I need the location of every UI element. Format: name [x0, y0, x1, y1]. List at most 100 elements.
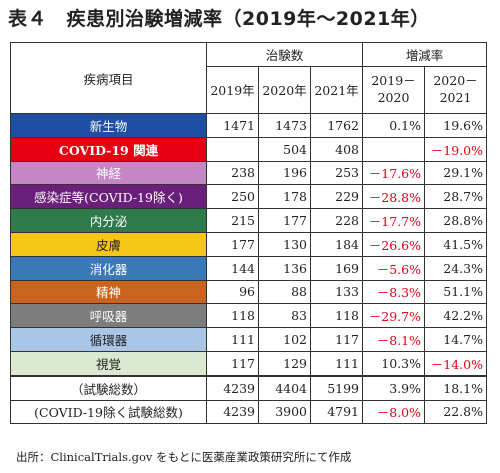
trial-count-cell: 118	[206, 303, 259, 329]
trial-count-cell: 1762	[310, 113, 363, 138]
trial-count-cell: 229	[310, 184, 363, 210]
disease-name: 消化器	[10, 255, 207, 281]
trial-count-cell	[206, 136, 259, 162]
trial-count-cell: 118	[310, 303, 363, 329]
change-rate-cell: 10.3%	[362, 350, 425, 377]
change-rate-cell: 28.8%	[424, 208, 487, 233]
trial-count-cell: 130	[258, 231, 311, 257]
trial-count-cell: 144	[206, 255, 259, 281]
disease-name: 精神	[10, 279, 207, 305]
change-rate-cell: 3.9%	[362, 374, 425, 401]
disease-name: 新生物	[10, 113, 207, 138]
trial-count-cell: 88	[258, 279, 311, 305]
trial-count-cell: 129	[258, 350, 311, 377]
trial-count-cell: 4404	[258, 374, 311, 401]
trial-count-cell: 215	[206, 208, 259, 233]
change-rate-cell: －17.6%	[362, 160, 425, 186]
disease-name: COVID-19 関連	[10, 136, 207, 162]
table-row: 視覚 117 129 111 10.3% －14.0%	[10, 350, 487, 377]
disease-name: 神経	[10, 160, 207, 186]
header-change-rate: 増減率	[362, 42, 487, 67]
table-row: 皮膚 177 130 184 －26.6% 41.5%	[10, 231, 487, 257]
header-year-2019: 2019年	[206, 65, 259, 115]
trial-count-cell: 178	[258, 184, 311, 210]
trial-count-cell: 4239	[206, 399, 259, 425]
trial-count-cell: 4239	[206, 374, 259, 401]
trial-count-cell: 117	[206, 350, 259, 377]
change-rate-cell: －8.0%	[362, 399, 425, 425]
change-rate-cell: －17.7%	[362, 208, 425, 233]
trial-count-cell: 504	[258, 136, 311, 162]
trial-count-cell: 83	[258, 303, 311, 329]
disease-name: (COVID-19除く試験総数)	[10, 399, 207, 425]
change-rate-cell: 14.7%	[424, 327, 487, 352]
table-row: 新生物 1471 1473 1762 0.1% 19.6%	[10, 113, 487, 138]
table-row: 精神 96 88 133 －8.3% 51.1%	[10, 279, 487, 305]
change-rate-cell: 41.5%	[424, 231, 487, 257]
page-title: 表４ 疾患別治験増減率（2019年～2021年）	[8, 8, 430, 30]
table-row: 感染症等(COVID-19除く) 250 178 229 －28.8% 28.7%	[10, 184, 487, 210]
table-row: 神経 238 196 253 －17.6% 29.1%	[10, 160, 487, 186]
trial-count-cell: 228	[310, 208, 363, 233]
trial-count-cell: 4791	[310, 399, 363, 425]
disease-name: 視覚	[10, 350, 207, 377]
trial-count-cell: 408	[310, 136, 363, 162]
change-rate-cell: －28.8%	[362, 184, 425, 210]
change-rate-cell: －8.1%	[362, 327, 425, 352]
trial-count-cell: 136	[258, 255, 311, 281]
change-rate-cell: 29.1%	[424, 160, 487, 186]
trial-count-cell: 111	[206, 327, 259, 352]
table-row: 呼吸器 118 83 118 －29.7% 42.2%	[10, 303, 487, 329]
header-year-2020: 2020年	[258, 65, 311, 115]
disease-name: （試験総数）	[10, 374, 207, 401]
change-rate-cell: 0.1%	[362, 113, 425, 138]
change-rate-cell: －8.3%	[362, 279, 425, 305]
trial-count-cell: 177	[206, 231, 259, 257]
trial-count-cell: 117	[310, 327, 363, 352]
table-row: 循環器 111 102 117 －8.1% 14.7%	[10, 327, 487, 352]
table-row: 内分泌 215 177 228 －17.7% 28.8%	[10, 208, 487, 233]
trial-count-cell: 250	[206, 184, 259, 210]
header-trial-count: 治験数	[206, 42, 363, 67]
change-rate-cell: 19.6%	[424, 113, 487, 138]
disease-name: 内分泌	[10, 208, 207, 233]
change-rate-cell: 42.2%	[424, 303, 487, 329]
trial-count-cell: 169	[310, 255, 363, 281]
source-note: 出所：ClinicalTrials.gov をもとに医薬産業政策研究所にて作成	[16, 450, 352, 464]
header-rate-2019-2020: 2019－ 2020	[362, 65, 425, 115]
trial-count-cell: 1473	[258, 113, 311, 138]
change-rate-cell: 18.1%	[424, 374, 487, 401]
trial-count-cell: 1471	[206, 113, 259, 138]
trial-count-cell: 253	[310, 160, 363, 186]
trial-count-cell: 111	[310, 350, 363, 377]
disease-name: 呼吸器	[10, 303, 207, 329]
total-row: （試験総数） 4239 4404 5199 3.9% 18.1%	[10, 374, 487, 401]
change-rate-cell: －19.0%	[424, 136, 487, 162]
trial-count-cell: 238	[206, 160, 259, 186]
header-rate-2020-2021: 2020－ 2021	[424, 65, 487, 115]
total-row: (COVID-19除く試験総数) 4239 3900 4791 －8.0% 22.8%	[10, 399, 487, 425]
change-rate-cell: －14.0%	[424, 350, 487, 377]
change-rate-cell: 51.1%	[424, 279, 487, 305]
change-rate-cell	[362, 136, 425, 162]
trial-count-cell: 3900	[258, 399, 311, 425]
trial-count-cell: 96	[206, 279, 259, 305]
trial-count-cell: 184	[310, 231, 363, 257]
trial-count-cell: 177	[258, 208, 311, 233]
header-year-2021: 2021年	[310, 65, 363, 115]
trial-count-cell: 5199	[310, 374, 363, 401]
change-rate-cell: －29.7%	[362, 303, 425, 329]
trial-count-cell: 133	[310, 279, 363, 305]
trial-count-cell: 102	[258, 327, 311, 352]
change-rate-cell: －5.6%	[362, 255, 425, 281]
change-rate-cell: 22.8%	[424, 399, 487, 425]
change-rate-cell: －26.6%	[362, 231, 425, 257]
disease-name: 皮膚	[10, 231, 207, 257]
change-rate-cell: 24.3%	[424, 255, 487, 281]
disease-name: 感染症等(COVID-19除く)	[10, 184, 207, 210]
trial-count-cell: 196	[258, 160, 311, 186]
table-row: COVID-19 関連 504 408 －19.0%	[10, 136, 487, 162]
header-disease: 疾病項目	[10, 42, 207, 114]
disease-trial-table: 疾病項目 治験数 増減率 2019年 2020年 2021年 2019－ 202…	[10, 42, 487, 425]
change-rate-cell: 28.7%	[424, 184, 487, 210]
